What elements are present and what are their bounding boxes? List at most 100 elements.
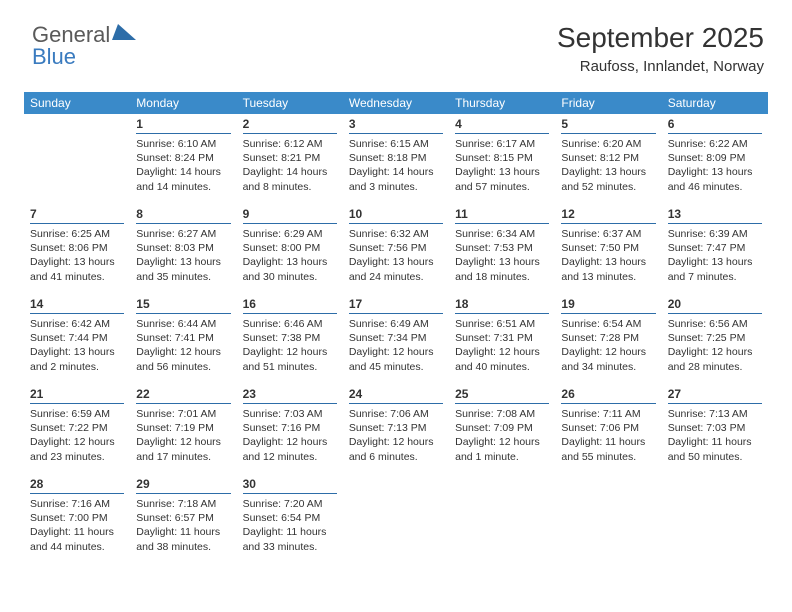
logo-text-2: Blue (32, 44, 76, 70)
day-details: Sunrise: 6:51 AMSunset: 7:31 PMDaylight:… (455, 317, 549, 374)
calendar-cell: 23 Sunrise: 7:03 AMSunset: 7:16 PMDayligh… (237, 384, 343, 474)
day-details: Sunrise: 7:16 AMSunset: 7:00 PMDaylight:… (30, 497, 124, 554)
day-number: 14 (30, 297, 43, 311)
day-number: 17 (349, 297, 362, 311)
calendar-cell: 30Sunrise: 7:20 AMSunset: 6:54 PMDayligh… (237, 474, 343, 564)
day-number: 2 (243, 117, 250, 131)
calendar-cell: 24 Sunrise: 7:06 AMSunset: 7:13 PMDayligh… (343, 384, 449, 474)
calendar-cell (449, 474, 555, 564)
logo-triangle-icon (112, 24, 136, 40)
calendar-cell: 1Sunrise: 6:10 AMSunset: 8:24 PMDaylight… (130, 114, 236, 204)
calendar-cell: 4 Sunrise: 6:17 AMSunset: 8:15 PMDaylight… (449, 114, 555, 204)
day-details: Sunrise: 7:08 AMSunset: 7:09 PMDaylight:… (455, 407, 549, 464)
day-number: 21 (30, 387, 43, 401)
calendar-table: Sunday Monday Tuesday Wednesday Thursday… (24, 92, 768, 564)
day-details: Sunrise: 6:34 AMSunset: 7:53 PMDaylight:… (455, 227, 549, 284)
calendar-row: 21 Sunrise: 6:59 AMSunset: 7:22 PMDayligh… (24, 384, 768, 474)
day-details: Sunrise: 7:20 AMSunset: 6:54 PMDaylight:… (243, 497, 337, 554)
weekday-monday: Monday (130, 92, 236, 114)
calendar-row: 28 Sunrise: 7:16 AMSunset: 7:00 PMDayligh… (24, 474, 768, 564)
day-number: 6 (668, 117, 675, 131)
calendar-cell: 14 Sunrise: 6:42 AMSunset: 7:44 PMDayligh… (24, 294, 130, 384)
calendar-cell: 28 Sunrise: 7:16 AMSunset: 7:00 PMDayligh… (24, 474, 130, 564)
day-number: 12 (561, 207, 574, 221)
day-details: Sunrise: 6:25 AMSunset: 8:06 PMDaylight:… (30, 227, 124, 284)
calendar-cell: 15Sunrise: 6:44 AMSunset: 7:41 PMDayligh… (130, 294, 236, 384)
day-details: Sunrise: 6:12 AMSunset: 8:21 PMDaylight:… (243, 137, 337, 194)
page-header: September 2025 Raufoss, Innlandet, Norwa… (557, 22, 764, 75)
day-number: 18 (455, 297, 468, 311)
day-number: 15 (136, 297, 149, 311)
calendar-cell: 21 Sunrise: 6:59 AMSunset: 7:22 PMDayligh… (24, 384, 130, 474)
day-number: 24 (349, 387, 362, 401)
calendar-cell: 16 Sunrise: 6:46 AMSunset: 7:38 PMDayligh… (237, 294, 343, 384)
day-number: 29 (136, 477, 149, 491)
day-number: 27 (668, 387, 681, 401)
day-details: Sunrise: 7:18 AMSunset: 6:57 PMDaylight:… (136, 497, 230, 554)
calendar-cell: 20Sunrise: 6:56 AMSunset: 7:25 PMDayligh… (662, 294, 768, 384)
day-details: Sunrise: 7:01 AMSunset: 7:19 PMDaylight:… (136, 407, 230, 464)
day-details: Sunrise: 6:10 AMSunset: 8:24 PMDaylight:… (136, 137, 230, 194)
day-details: Sunrise: 6:17 AMSunset: 8:15 PMDaylight:… (455, 137, 549, 194)
day-number: 16 (243, 297, 256, 311)
calendar-row: 14 Sunrise: 6:42 AMSunset: 7:44 PMDayligh… (24, 294, 768, 384)
weekday-friday: Friday (555, 92, 661, 114)
day-details: Sunrise: 7:11 AMSunset: 7:06 PMDaylight:… (561, 407, 655, 464)
calendar-cell: 22 Sunrise: 7:01 AMSunset: 7:19 PMDayligh… (130, 384, 236, 474)
weekday-sunday: Sunday (24, 92, 130, 114)
day-number: 13 (668, 207, 681, 221)
day-details: Sunrise: 6:32 AMSunset: 7:56 PMDaylight:… (349, 227, 443, 284)
day-number: 20 (668, 297, 681, 311)
day-details: Sunrise: 7:06 AMSunset: 7:13 PMDaylight:… (349, 407, 443, 464)
calendar-cell: 5Sunrise: 6:20 AMSunset: 8:12 PMDaylight… (555, 114, 661, 204)
day-number: 4 (455, 117, 462, 131)
calendar-cell: 8Sunrise: 6:27 AMSunset: 8:03 PMDaylight… (130, 204, 236, 294)
calendar-cell: 26 Sunrise: 7:11 AMSunset: 7:06 PMDayligh… (555, 384, 661, 474)
day-number: 28 (30, 477, 43, 491)
calendar-cell: 9 Sunrise: 6:29 AMSunset: 8:00 PMDaylight… (237, 204, 343, 294)
calendar-cell: 12 Sunrise: 6:37 AMSunset: 7:50 PMDayligh… (555, 204, 661, 294)
day-number: 9 (243, 207, 250, 221)
calendar-cell: 7 Sunrise: 6:25 AMSunset: 8:06 PMDaylight… (24, 204, 130, 294)
day-number: 22 (136, 387, 149, 401)
day-details: Sunrise: 6:29 AMSunset: 8:00 PMDaylight:… (243, 227, 337, 284)
day-details: Sunrise: 6:49 AMSunset: 7:34 PMDaylight:… (349, 317, 443, 374)
day-details: Sunrise: 6:59 AMSunset: 7:22 PMDaylight:… (30, 407, 124, 464)
calendar-cell: 17 Sunrise: 6:49 AMSunset: 7:34 PMDayligh… (343, 294, 449, 384)
day-number: 11 (455, 207, 468, 221)
day-number: 23 (243, 387, 256, 401)
calendar-row: 7 Sunrise: 6:25 AMSunset: 8:06 PMDaylight… (24, 204, 768, 294)
day-details: Sunrise: 6:42 AMSunset: 7:44 PMDaylight:… (30, 317, 124, 374)
calendar-cell: 27Sunrise: 7:13 AMSunset: 7:03 PMDayligh… (662, 384, 768, 474)
calendar-cell: 19 Sunrise: 6:54 AMSunset: 7:28 PMDayligh… (555, 294, 661, 384)
day-details: Sunrise: 6:37 AMSunset: 7:50 PMDaylight:… (561, 227, 655, 284)
day-details: Sunrise: 6:46 AMSunset: 7:38 PMDaylight:… (243, 317, 337, 374)
day-number: 3 (349, 117, 356, 131)
calendar-cell: 11 Sunrise: 6:34 AMSunset: 7:53 PMDayligh… (449, 204, 555, 294)
weekday-thursday: Thursday (449, 92, 555, 114)
weekday-tuesday: Tuesday (237, 92, 343, 114)
calendar-cell: 29 Sunrise: 7:18 AMSunset: 6:57 PMDayligh… (130, 474, 236, 564)
day-number: 10 (349, 207, 362, 221)
calendar-cell (24, 114, 130, 204)
calendar-cell: 13Sunrise: 6:39 AMSunset: 7:47 PMDayligh… (662, 204, 768, 294)
calendar-cell (555, 474, 661, 564)
day-details: Sunrise: 6:15 AMSunset: 8:18 PMDaylight:… (349, 137, 443, 194)
day-details: Sunrise: 7:03 AMSunset: 7:16 PMDaylight:… (243, 407, 337, 464)
calendar-body: 1Sunrise: 6:10 AMSunset: 8:24 PMDaylight… (24, 114, 768, 564)
header-location: Raufoss, Innlandet, Norway (557, 58, 764, 75)
day-number: 26 (561, 387, 574, 401)
day-number: 25 (455, 387, 468, 401)
weekday-wednesday: Wednesday (343, 92, 449, 114)
day-details: Sunrise: 6:22 AMSunset: 8:09 PMDaylight:… (668, 137, 762, 194)
calendar-cell: 2 Sunrise: 6:12 AMSunset: 8:21 PMDaylight… (237, 114, 343, 204)
calendar-cell: 18 Sunrise: 6:51 AMSunset: 7:31 PMDayligh… (449, 294, 555, 384)
day-number: 19 (561, 297, 574, 311)
calendar-cell: 10 Sunrise: 6:32 AMSunset: 7:56 PMDayligh… (343, 204, 449, 294)
weekday-row: Sunday Monday Tuesday Wednesday Thursday… (24, 92, 768, 114)
day-number: 7 (30, 207, 37, 221)
day-details: Sunrise: 6:54 AMSunset: 7:28 PMDaylight:… (561, 317, 655, 374)
header-month: September 2025 (557, 22, 764, 54)
calendar-cell (662, 474, 768, 564)
calendar-cell: 25 Sunrise: 7:08 AMSunset: 7:09 PMDayligh… (449, 384, 555, 474)
